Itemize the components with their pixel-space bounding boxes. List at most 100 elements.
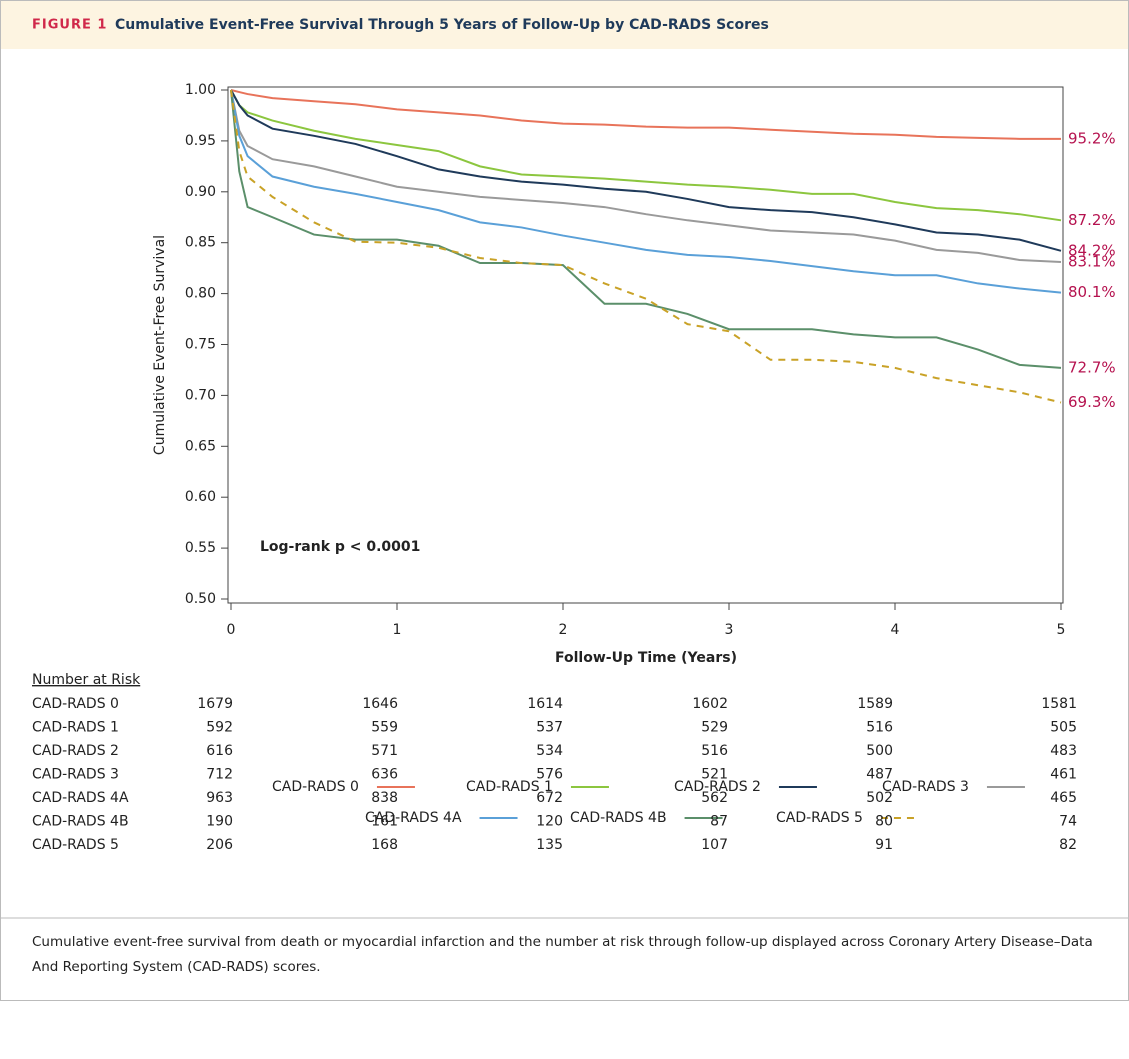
risk-value: 505 bbox=[1050, 720, 1077, 736]
risk-row-label: CAD-RADS 4A bbox=[32, 790, 129, 806]
risk-value: 87 bbox=[710, 814, 728, 830]
end-label: 84.2% bbox=[1068, 241, 1116, 259]
y-tick-label: 0.95 bbox=[185, 133, 216, 149]
risk-value: 559 bbox=[371, 720, 398, 736]
series-line bbox=[230, 89, 1062, 222]
annotation: Log-rank p < 0.0001 bbox=[260, 539, 420, 555]
risk-value: 516 bbox=[701, 743, 728, 759]
series-line bbox=[230, 89, 1062, 264]
risk-value: 529 bbox=[701, 720, 728, 736]
risk-value: 502 bbox=[866, 790, 893, 806]
x-tick-label: 5 bbox=[1057, 622, 1066, 638]
risk-table-title: Number at Risk bbox=[32, 672, 141, 688]
risk-value: 190 bbox=[206, 814, 233, 830]
figure-title: Cumulative Event-Free Survival Through 5… bbox=[115, 17, 769, 33]
y-tick-label: 1.00 bbox=[185, 82, 216, 98]
x-tick-label: 4 bbox=[891, 622, 900, 638]
y-tick-label: 0.70 bbox=[185, 387, 216, 403]
header-band bbox=[1, 1, 1128, 49]
risk-value: 465 bbox=[1050, 790, 1077, 806]
series-line bbox=[230, 89, 1062, 294]
risk-value: 636 bbox=[371, 767, 398, 783]
risk-value: 483 bbox=[1050, 743, 1077, 759]
figure-label: FIGURE 1 bbox=[32, 18, 107, 33]
y-tick-label: 0.85 bbox=[185, 235, 216, 251]
legend-label: CAD-RADS 4B bbox=[570, 810, 667, 826]
risk-value: 576 bbox=[536, 767, 563, 783]
x-tick-label: 2 bbox=[559, 622, 568, 638]
risk-value: 1581 bbox=[1041, 696, 1077, 712]
legend-label: CAD-RADS 5 bbox=[776, 810, 863, 826]
risk-row-label: CAD-RADS 5 bbox=[32, 837, 119, 853]
risk-row-label: CAD-RADS 0 bbox=[32, 696, 119, 712]
legend-label: CAD-RADS 3 bbox=[882, 779, 969, 795]
risk-value: 516 bbox=[866, 720, 893, 736]
risk-value: 74 bbox=[1059, 814, 1077, 830]
x-axis-label: Follow-Up Time (Years) bbox=[555, 650, 737, 666]
y-tick-label: 0.80 bbox=[185, 286, 216, 302]
risk-value: 1614 bbox=[527, 696, 563, 712]
risk-value: 500 bbox=[866, 743, 893, 759]
risk-value: 1602 bbox=[692, 696, 728, 712]
plot-frame bbox=[227, 86, 1064, 604]
end-label: 69.3% bbox=[1068, 393, 1116, 411]
risk-row-label: CAD-RADS 3 bbox=[32, 767, 119, 783]
risk-value: 206 bbox=[206, 837, 233, 853]
risk-value: 672 bbox=[536, 790, 563, 806]
risk-value: 461 bbox=[1050, 767, 1077, 783]
end-label: 95.2% bbox=[1068, 129, 1116, 147]
risk-row-label: CAD-RADS 4B bbox=[32, 814, 129, 830]
risk-value: 135 bbox=[536, 837, 563, 853]
risk-value: 616 bbox=[206, 743, 233, 759]
legend-label: CAD-RADS 1 bbox=[466, 779, 553, 795]
risk-value: 592 bbox=[206, 720, 233, 736]
x-tick-label: 1 bbox=[393, 622, 402, 638]
risk-row-label: CAD-RADS 2 bbox=[32, 743, 119, 759]
y-tick-label: 0.75 bbox=[185, 337, 216, 353]
end-label: 83.1% bbox=[1068, 253, 1116, 271]
series-line bbox=[230, 89, 1062, 404]
legend-label: CAD-RADS 2 bbox=[674, 779, 761, 795]
risk-value: 82 bbox=[1059, 837, 1077, 853]
series-line bbox=[230, 89, 1061, 140]
risk-value: 168 bbox=[371, 837, 398, 853]
x-tick-label: 3 bbox=[725, 622, 734, 638]
caption: Cumulative event-free survival from deat… bbox=[32, 934, 1093, 975]
risk-value: 120 bbox=[536, 814, 563, 830]
risk-value: 571 bbox=[371, 743, 398, 759]
end-label: 87.2% bbox=[1068, 211, 1116, 229]
risk-value: 1679 bbox=[197, 696, 233, 712]
y-tick-label: 0.55 bbox=[185, 540, 216, 556]
risk-value: 161 bbox=[371, 814, 398, 830]
end-label: 80.1% bbox=[1068, 283, 1116, 301]
risk-value: 107 bbox=[701, 837, 728, 853]
risk-value: 80 bbox=[875, 814, 893, 830]
risk-value: 487 bbox=[866, 767, 893, 783]
figure-border bbox=[0, 0, 1129, 1001]
y-tick-label: 0.90 bbox=[185, 184, 216, 200]
y-tick-label: 0.65 bbox=[185, 438, 216, 454]
x-tick-label: 0 bbox=[227, 622, 236, 638]
risk-value: 91 bbox=[875, 837, 893, 853]
series-line bbox=[230, 89, 1062, 252]
legend-label: CAD-RADS 4A bbox=[365, 810, 462, 826]
y-axis-label: Cumulative Event-Free Survival bbox=[152, 235, 168, 455]
risk-value: 712 bbox=[206, 767, 233, 783]
risk-value: 534 bbox=[536, 743, 563, 759]
risk-row-label: CAD-RADS 1 bbox=[32, 720, 119, 736]
risk-value: 537 bbox=[536, 720, 563, 736]
risk-value: 521 bbox=[701, 767, 728, 783]
y-tick-label: 0.60 bbox=[185, 489, 216, 505]
risk-value: 562 bbox=[701, 790, 728, 806]
risk-value: 1646 bbox=[362, 696, 398, 712]
series-line bbox=[230, 89, 1062, 369]
risk-value: 963 bbox=[206, 790, 233, 806]
risk-value: 838 bbox=[371, 790, 398, 806]
risk-value: 1589 bbox=[857, 696, 893, 712]
end-label: 72.7% bbox=[1068, 358, 1116, 376]
y-tick-label: 0.50 bbox=[185, 591, 216, 607]
legend-label: CAD-RADS 0 bbox=[272, 779, 359, 795]
